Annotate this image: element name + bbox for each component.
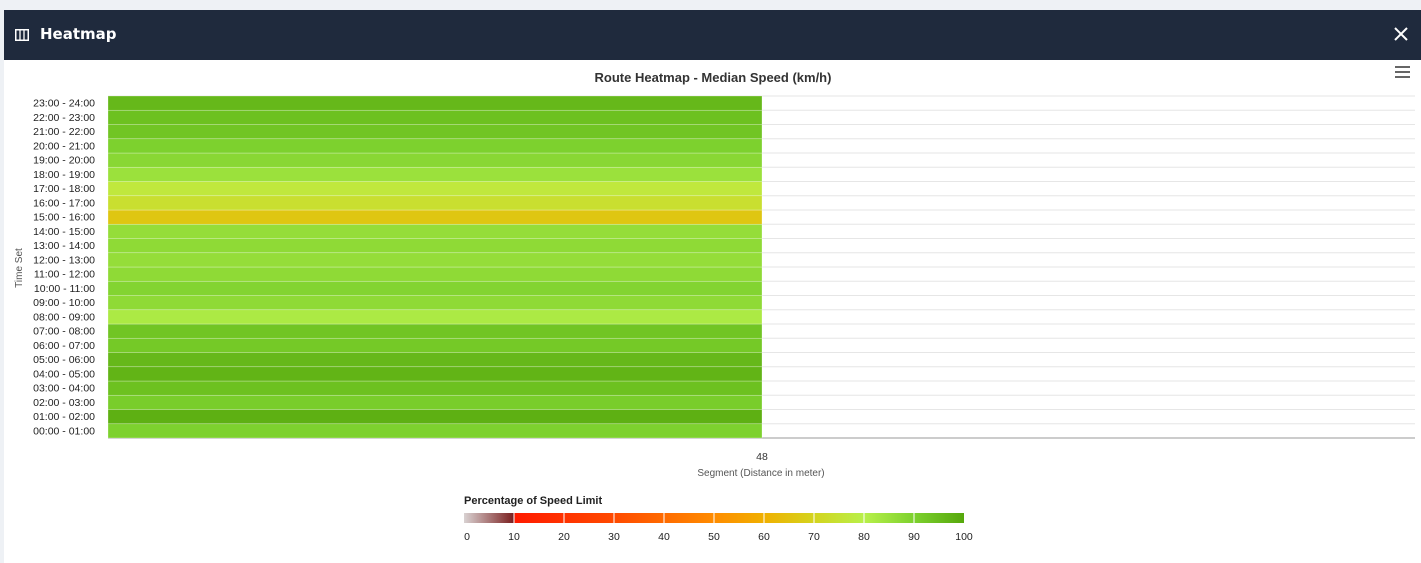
heatmap-cell[interactable] (107, 138, 763, 154)
y-tick-label: 01:00 - 02:00 (33, 411, 95, 423)
legend-tick-label: 80 (858, 531, 870, 543)
heatmap-cell[interactable] (107, 394, 763, 410)
columns-icon (15, 29, 29, 41)
y-tick-label: 02:00 - 03:00 (33, 397, 95, 409)
x-axis-title: Segment (Distance in meter) (697, 468, 824, 479)
heatmap-cell[interactable] (107, 166, 763, 182)
heatmap-cell[interactable] (107, 252, 763, 268)
y-tick-label: 08:00 - 09:00 (33, 311, 95, 323)
heatmap-cell[interactable] (107, 295, 763, 311)
hamburger-menu-icon[interactable] (1394, 64, 1412, 80)
legend-tick-label: 0 (464, 531, 470, 543)
y-tick-label: 21:00 - 22:00 (33, 126, 95, 138)
legend-ticks: 0 10 20 30 40 50 60 70 80 90 100 (464, 513, 973, 543)
heatmap-cell[interactable] (107, 280, 763, 296)
legend-tick-label: 60 (758, 531, 770, 543)
y-tick-label: 14:00 - 15:00 (33, 226, 95, 238)
heatmap-cell[interactable] (107, 409, 763, 425)
x-tick-label: 48 (756, 451, 768, 463)
y-tick-label: 18:00 - 19:00 (33, 169, 95, 181)
legend-tick-label: 100 (955, 531, 973, 543)
legend-tick-label: 90 (908, 531, 920, 543)
heatmap-cell[interactable] (107, 95, 763, 111)
heatmap-cell[interactable] (107, 152, 763, 168)
heatmap-cell[interactable] (107, 309, 763, 325)
y-tick-label: 20:00 - 21:00 (33, 140, 95, 152)
heatmap-cells (107, 95, 763, 439)
y-tick-label: 11:00 - 12:00 (34, 269, 95, 281)
heatmap-cell[interactable] (107, 181, 763, 197)
heatmap-cell[interactable] (107, 109, 763, 125)
close-icon[interactable] (1391, 24, 1411, 44)
heatmap-cell[interactable] (107, 366, 763, 382)
legend-tick-label: 20 (558, 531, 570, 543)
y-tick-label: 15:00 - 16:00 (33, 212, 95, 224)
heatmap-cell[interactable] (107, 124, 763, 140)
y-tick-label: 00:00 - 01:00 (33, 425, 95, 437)
y-tick-label: 13:00 - 14:00 (33, 240, 95, 252)
x-axis-labels: 48 (756, 451, 768, 463)
y-tick-label: 06:00 - 07:00 (33, 340, 95, 352)
window-title: Heatmap (40, 25, 117, 43)
heatmap-cell[interactable] (107, 266, 763, 282)
y-axis-labels: 00:00 - 01:00 01:00 - 02:00 02:00 - 03:00 0… (33, 98, 95, 438)
legend-tick-label: 10 (508, 531, 520, 543)
y-tick-label: 05:00 - 06:00 (33, 354, 95, 366)
legend-tick-label: 50 (708, 531, 720, 543)
y-tick-label: 16:00 - 17:00 (33, 197, 95, 209)
heatmap-cell[interactable] (107, 337, 763, 353)
heatmap-cell[interactable] (107, 380, 763, 396)
y-tick-label: 07:00 - 08:00 (33, 326, 95, 338)
y-tick-label: 17:00 - 18:00 (33, 183, 95, 195)
legend-title: Percentage of Speed Limit (464, 495, 602, 507)
y-tick-label: 04:00 - 05:00 (33, 368, 95, 380)
heatmap-cell[interactable] (107, 195, 763, 211)
heatmap-cell[interactable] (107, 209, 763, 225)
heatmap-cell[interactable] (107, 223, 763, 239)
y-tick-label: 03:00 - 04:00 (33, 383, 95, 395)
legend-tick-label: 40 (658, 531, 670, 543)
y-tick-label: 09:00 - 10:00 (33, 297, 95, 309)
heatmap-cell[interactable] (107, 238, 763, 254)
y-axis-title: Time Set (14, 248, 25, 288)
heatmap-cell[interactable] (107, 352, 763, 368)
chart-title: Route Heatmap - Median Speed (km/h) (595, 70, 832, 85)
legend-tick-label: 70 (808, 531, 820, 543)
heatmap-cell[interactable] (107, 423, 763, 439)
y-tick-label: 10:00 - 11:00 (34, 283, 95, 295)
y-tick-label: 23:00 - 24:00 (33, 98, 95, 110)
y-tick-label: 22:00 - 23:00 (33, 112, 95, 124)
legend-tick-label: 30 (608, 531, 620, 543)
y-tick-label: 19:00 - 20:00 (33, 155, 95, 167)
window-header: Heatmap (4, 10, 1421, 60)
y-tick-label: 12:00 - 13:00 (33, 254, 95, 266)
heatmap-cell[interactable] (107, 323, 763, 339)
